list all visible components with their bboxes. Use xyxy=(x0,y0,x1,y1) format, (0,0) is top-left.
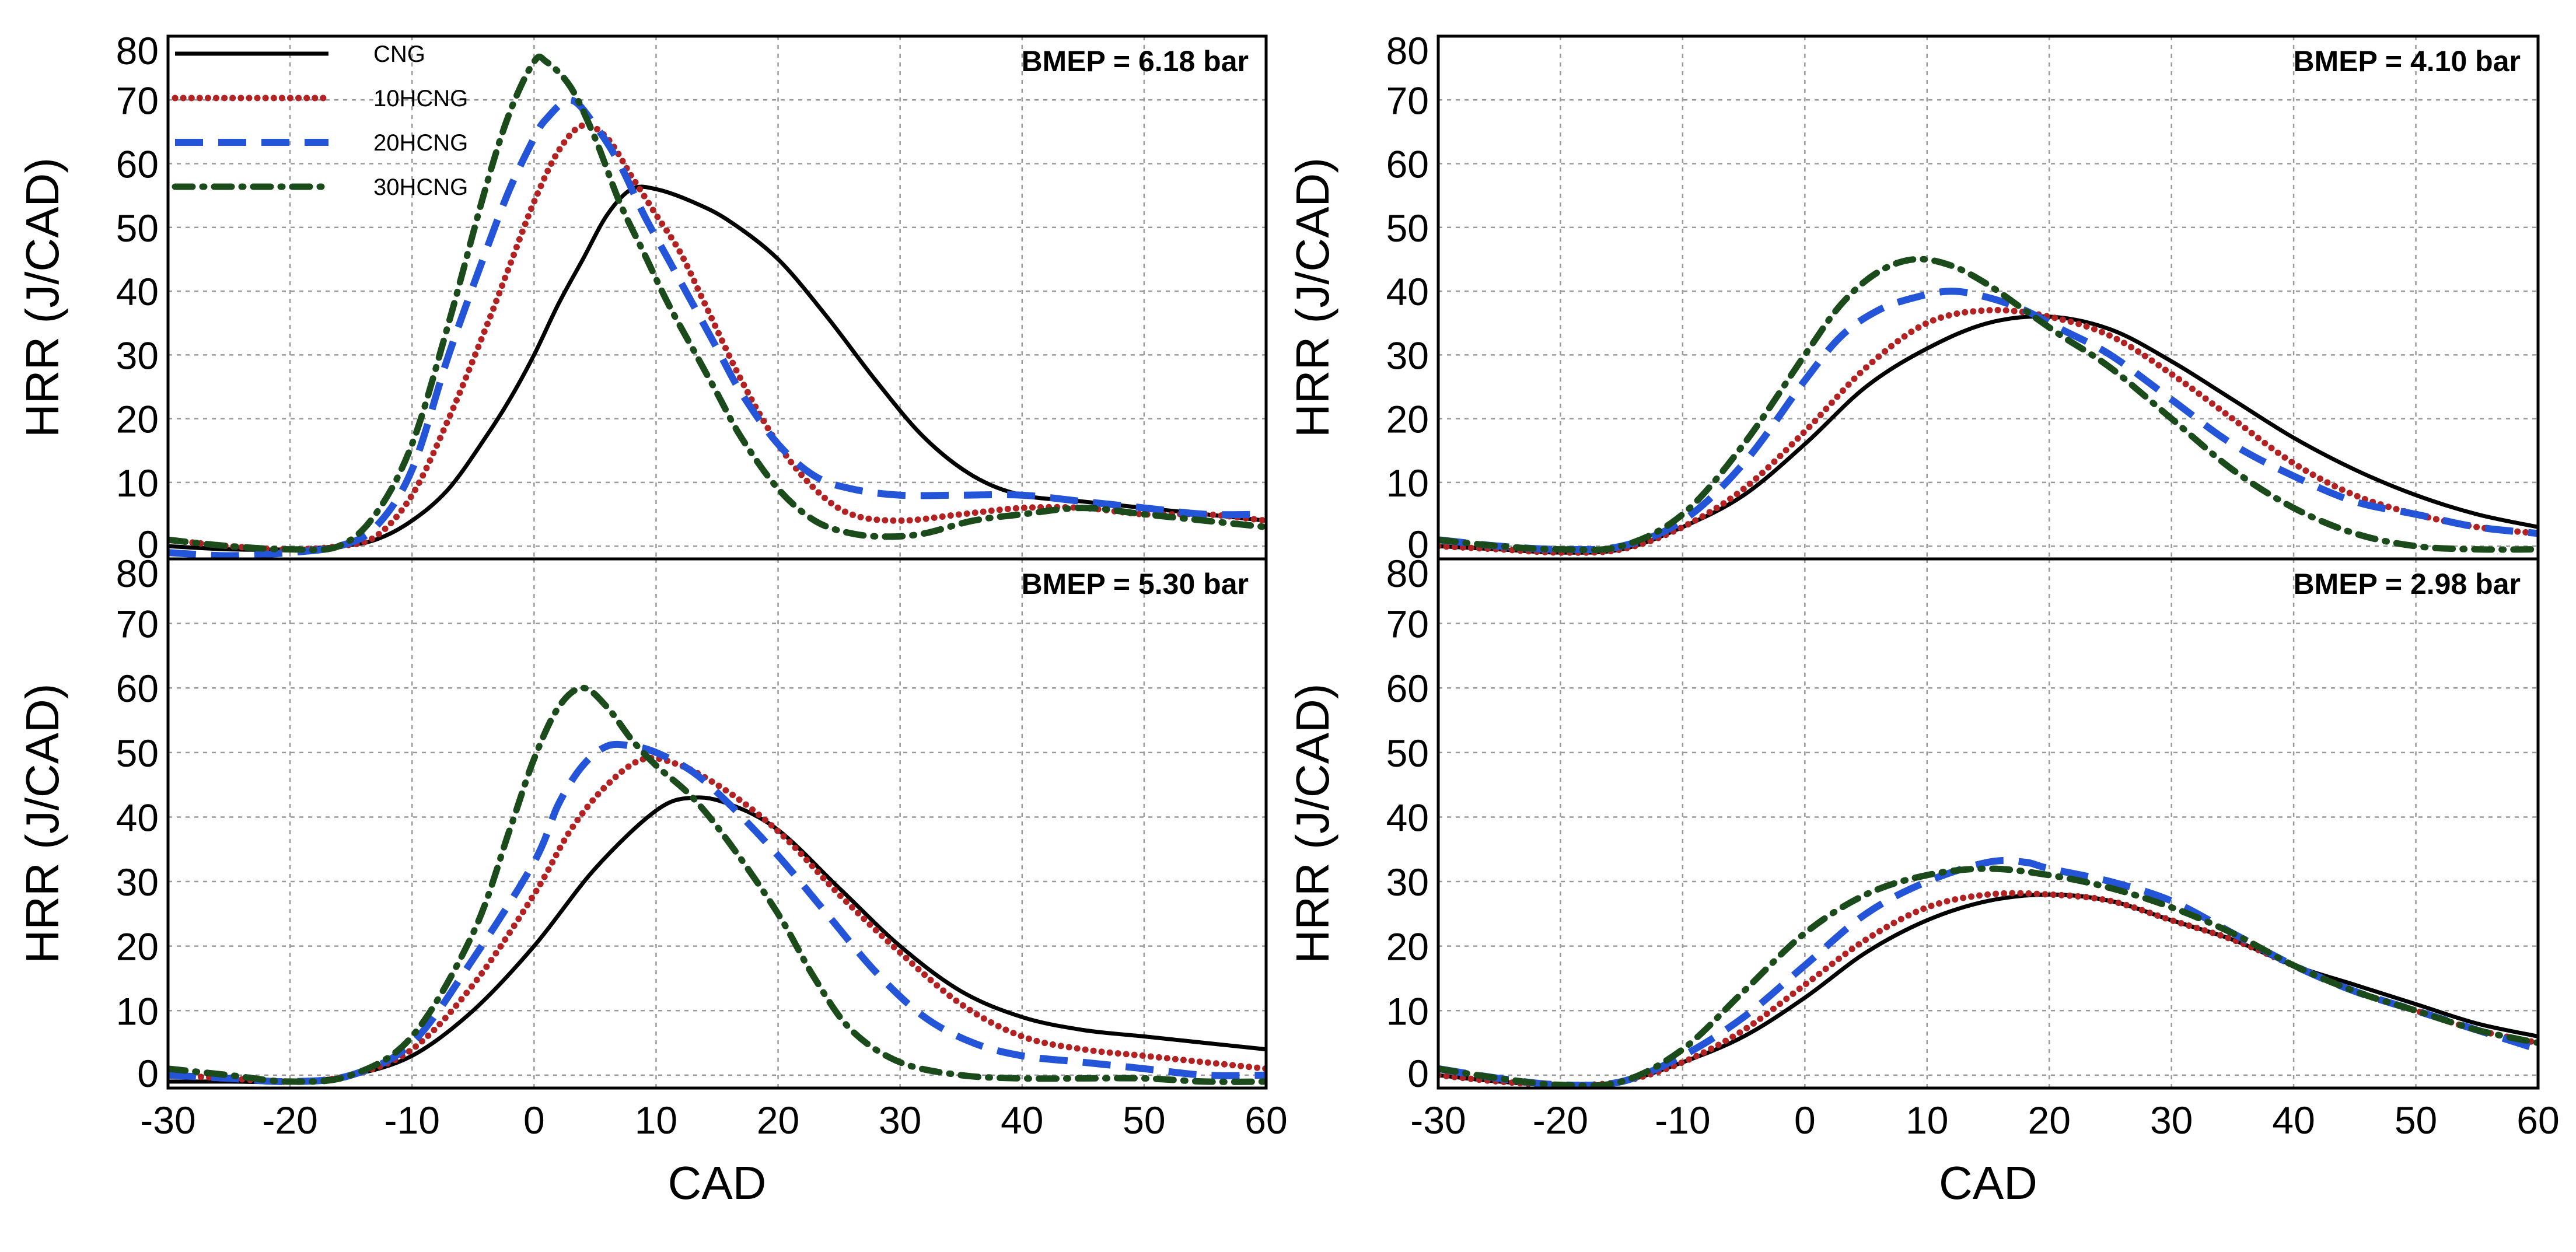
y-tick-label: 50 xyxy=(1386,207,1429,250)
x-tick-label: -20 xyxy=(262,1099,317,1142)
x-tick-label: 0 xyxy=(523,1099,545,1142)
x-tick-label: 20 xyxy=(757,1099,799,1142)
y-tick-label: 70 xyxy=(1386,603,1429,646)
y-tick-label: 60 xyxy=(116,143,159,186)
y-tick-label: 30 xyxy=(116,334,159,377)
y-tick-label: 20 xyxy=(116,925,159,968)
bmep-annotation: BMEP = 2.98 bar xyxy=(2293,568,2521,600)
x-tick-label: -30 xyxy=(1410,1099,1466,1142)
x-tick-label: 50 xyxy=(2395,1099,2437,1142)
series-line-20hcng xyxy=(168,96,1266,559)
x-axis-title: CAD xyxy=(668,1157,767,1209)
legend: CNG 10HCNG 20HCNG 30HCNG xyxy=(172,41,468,200)
series-line-cng xyxy=(168,795,1266,1085)
y-tick-label: 10 xyxy=(1386,461,1429,505)
y-axis-title: HRR (J/CAD) xyxy=(1287,684,1338,964)
y-tick-label: 70 xyxy=(1386,79,1429,122)
y-tick-label: 10 xyxy=(116,989,159,1033)
x-tick-label: 40 xyxy=(1001,1099,1043,1142)
y-tick-label: 70 xyxy=(116,603,159,646)
series-line-cng xyxy=(1438,314,2538,555)
legend-label: CNG xyxy=(373,41,425,67)
chart-panel-bottom-left: 0 10 20 30 40 50 60 70 80 -30 -20 -10 0 10 20 30 40 50 60 B… xyxy=(16,552,1288,1209)
x-tick-label: 10 xyxy=(635,1099,677,1142)
y-axis-title: HRR (J/CAD) xyxy=(16,158,68,438)
series-line-cng xyxy=(168,184,1266,552)
x-tick-label: -30 xyxy=(140,1099,195,1142)
y-tick-label: 20 xyxy=(1386,398,1429,441)
series-group xyxy=(168,684,1266,1086)
chart-panel-bottom-right: 0 10 20 30 40 50 60 70 80 -30 -20 -10 0 10 20 30 40 50 60 B… xyxy=(1287,552,2560,1209)
y-tick-label: 80 xyxy=(116,552,159,595)
x-tick-label: 30 xyxy=(2150,1099,2193,1142)
y-tick-label: 30 xyxy=(116,861,159,904)
x-axis-title: CAD xyxy=(1939,1157,2037,1209)
series-group xyxy=(1438,856,2538,1088)
x-tick-label: -20 xyxy=(1533,1099,1588,1142)
y-tick-label: 80 xyxy=(1386,552,1429,595)
chart-panel-top-right: 0 10 20 30 40 50 60 70 80 BMEP = 4.10 bar HRR (J/C… xyxy=(1287,29,2540,566)
y-tick-label: 50 xyxy=(116,207,159,250)
x-tick-label: 30 xyxy=(879,1099,921,1142)
series-line-30hcng xyxy=(168,53,1266,554)
x-tick-label: -10 xyxy=(1655,1099,1710,1142)
y-tick-label: 50 xyxy=(116,732,159,775)
bmep-annotation: BMEP = 5.30 bar xyxy=(1021,568,1249,600)
plot-frame xyxy=(166,557,1268,1090)
y-tick-label: 40 xyxy=(1386,796,1429,839)
legend-label: 10HCNG xyxy=(373,86,468,111)
series-line-10hcng xyxy=(168,121,1266,553)
bmep-annotation: BMEP = 4.10 bar xyxy=(2293,45,2521,78)
y-tick-label: 40 xyxy=(116,270,159,313)
chart-panel-top-left: 0 10 20 30 40 50 60 70 80 BMEP = 6.18 bar HRR (J/C… xyxy=(16,29,1268,566)
legend-label: 30HCNG xyxy=(373,174,468,200)
bmep-annotation: BMEP = 6.18 bar xyxy=(1021,45,1249,78)
y-tick-label: 60 xyxy=(116,667,159,710)
y-tick-label: 60 xyxy=(1386,667,1429,710)
series-group xyxy=(1438,256,2538,556)
x-tick-label: 50 xyxy=(1123,1099,1165,1142)
x-tick-label: 0 xyxy=(1794,1099,1816,1142)
y-tick-label: 0 xyxy=(1407,1052,1429,1095)
y-tick-label: 20 xyxy=(116,398,159,441)
x-tick-label: 40 xyxy=(2272,1099,2315,1142)
y-tick-label: 10 xyxy=(1386,989,1429,1033)
x-tick-label: 10 xyxy=(1906,1099,1948,1142)
series-line-30hcng xyxy=(1438,865,2538,1088)
y-tick-label: 30 xyxy=(1386,334,1429,377)
y-tick-label: 10 xyxy=(116,461,159,505)
y-axis-title: HRR (J/CAD) xyxy=(16,684,68,964)
y-tick-label: 0 xyxy=(1407,523,1429,566)
series-line-30hcng xyxy=(1438,256,2538,554)
y-tick-label: 50 xyxy=(1386,732,1429,775)
legend-label: 20HCNG xyxy=(373,130,468,156)
x-tick-label: 60 xyxy=(2516,1099,2559,1142)
series-line-20hcng xyxy=(1438,288,2538,554)
y-tick-label: 0 xyxy=(137,1052,159,1095)
y-tick-label: 30 xyxy=(1386,861,1429,904)
y-tick-label: 40 xyxy=(116,796,159,839)
series-line-10hcng xyxy=(1438,307,2538,556)
series-group xyxy=(168,53,1266,559)
y-tick-label: 20 xyxy=(1386,925,1429,968)
y-tick-label: 80 xyxy=(116,29,159,72)
y-tick-label: 60 xyxy=(1386,143,1429,186)
y-tick-label: 40 xyxy=(1386,270,1429,313)
x-tick-label: 60 xyxy=(1245,1099,1287,1142)
y-tick-label: 70 xyxy=(116,79,159,122)
plot-frame xyxy=(1436,557,2540,1090)
x-tick-label: -10 xyxy=(385,1099,440,1142)
series-line-cng xyxy=(1438,892,2538,1087)
plot-frame xyxy=(166,34,1268,561)
y-tick-label: 80 xyxy=(1386,29,1429,72)
chart-panels: 0 10 20 30 40 50 60 70 80 BMEP = 6.18 bar HRR (J/C… xyxy=(16,29,2560,1209)
y-tick-label: 0 xyxy=(137,523,159,566)
y-axis-title: HRR (J/CAD) xyxy=(1287,158,1338,438)
series-line-30hcng xyxy=(168,684,1266,1085)
x-tick-label: 20 xyxy=(2028,1099,2071,1142)
